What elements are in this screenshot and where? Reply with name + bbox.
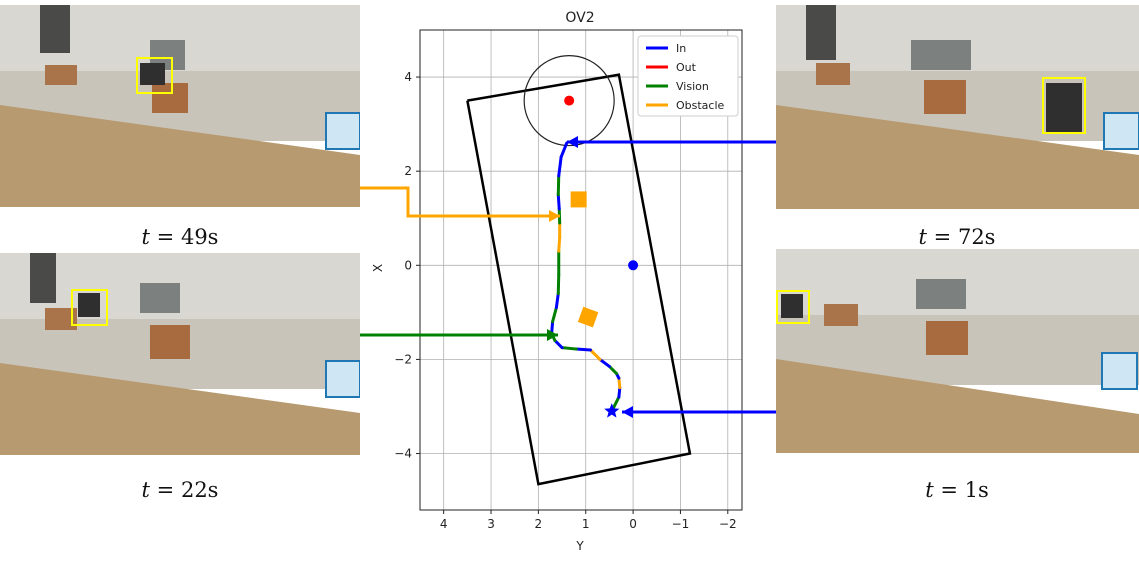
y-tick-label: 4 [404,70,412,84]
y-tick-label: −2 [394,352,412,366]
arrow-t72-head [567,136,578,148]
target-box [1103,112,1139,150]
x-tick-label: 1 [582,517,590,531]
target-box [325,112,360,150]
y-tick-label: −4 [394,447,412,461]
start-star [604,403,620,418]
target-box [1101,352,1138,390]
robot-box [1042,77,1086,134]
robot-box [71,289,108,326]
trajectory-segment [617,376,622,390]
caption-t72: t = 72s [918,225,996,249]
goal-circle [523,55,615,147]
y-axis-label: X [371,264,385,272]
photo-t1 [776,249,1139,453]
trajectory-segment [557,235,562,253]
x-tick-label: 4 [440,517,448,531]
goal-point [564,95,575,106]
robot-box [776,290,810,324]
caption-t22: t = 22s [141,478,219,502]
x-axis-label: Y [575,539,584,553]
trajectory-segment [560,346,578,351]
trajectory-segment [556,193,561,211]
x-tick-label: −1 [672,517,690,531]
x-tick-label: 0 [629,517,637,531]
trajectory-segment [617,386,622,399]
legend-label: Obstacle [676,99,725,112]
trajectory-segment [588,348,602,361]
obstacle-marker [570,191,587,208]
axes-border [419,29,743,511]
x-tick-label: 2 [535,517,543,531]
target-box [325,360,360,398]
trajectory-segment [557,155,563,178]
x-tick-label: 3 [487,517,495,531]
trajectory-segment [574,347,592,352]
photo-t22 [0,253,360,455]
photo-t72 [776,5,1139,209]
photo-t49 [0,5,360,207]
caption-t49: t = 49s [141,225,219,249]
legend-label: Vision [676,80,709,93]
chart-title: OV2 [565,10,594,26]
robot-box [136,57,173,94]
plot-marks [523,55,639,418]
plot-frame [416,29,743,514]
plot-grid [420,30,742,510]
origin-point [628,260,639,271]
callout-arrows [360,136,776,418]
trajectory-segment [551,306,558,324]
trajectory-segment [554,292,560,310]
x-tick-label: −2 [719,517,737,531]
y-tick-label: 0 [404,258,412,272]
legend: In Out Vision Obstacle [637,35,739,117]
y-tick-label: 2 [404,164,412,178]
caption-t1: t = 1s [925,478,989,502]
boundary-polygon [466,73,692,486]
trajectory-segment [598,357,611,368]
arrow-t49 [360,186,560,218]
boundary-line [466,73,692,486]
arrow-t49-head [549,210,560,222]
arrow-t22-head [547,329,558,341]
arrow-t1-head [622,406,633,418]
legend-box [637,35,739,117]
obstacle-marker [577,306,599,328]
trajectory-segment [550,320,555,336]
legend-label: Out [676,61,697,74]
tick-labels: 4 3 2 1 0 −1 −2 4 2 0 −2 −4 [394,70,736,531]
trajectory-segment [559,141,569,159]
trajectory-segment [553,339,564,350]
legend-label: In [676,42,686,55]
trajectory-segment [607,364,619,376]
